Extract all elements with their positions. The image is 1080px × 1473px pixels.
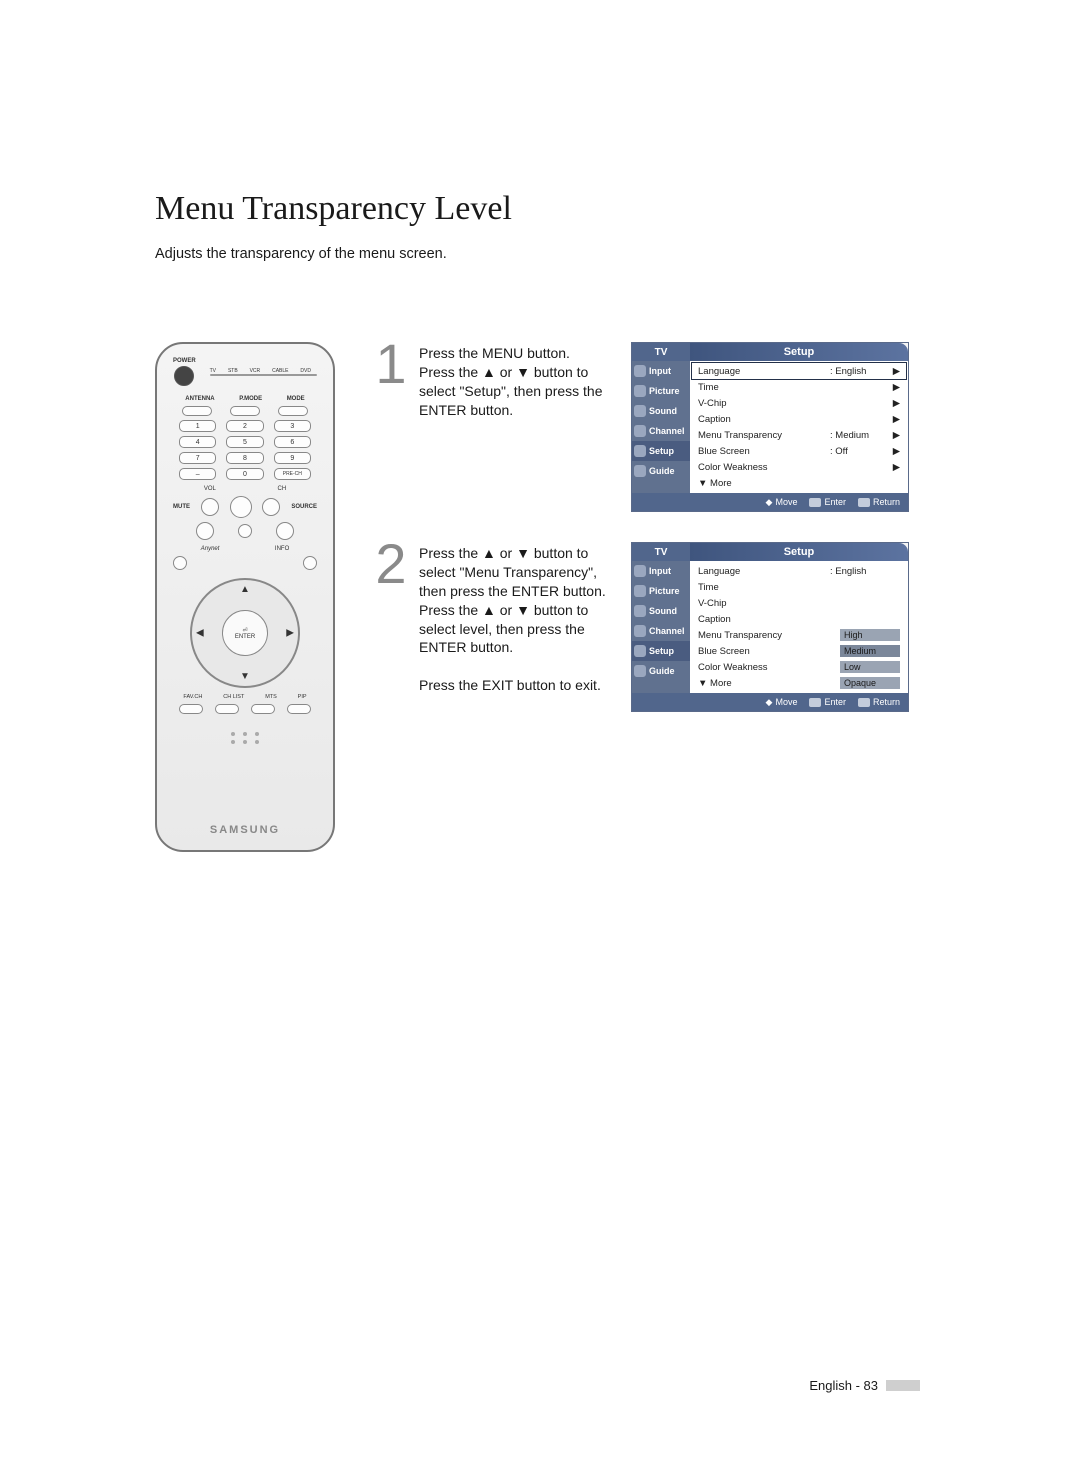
step-1-text: Press the MENU button. Press the ▲ or ▼ …: [419, 342, 619, 420]
remote-power-button: [174, 366, 194, 386]
osd-row: Blue Screen: Off▶: [692, 443, 906, 459]
osd-row: Time: [692, 579, 906, 595]
remote-power-label: POWER: [173, 358, 196, 364]
page-number: English - 83: [809, 1378, 920, 1393]
step-1-number: 1: [375, 342, 407, 386]
osd-row: Time▶: [692, 379, 906, 395]
osd-row: Blue ScreenMedium: [692, 643, 906, 659]
osd-row: Language: English: [692, 563, 906, 579]
osd-row: Language: English▶: [692, 363, 906, 379]
osd-row: Menu Transparency: Medium▶: [692, 427, 906, 443]
step-2-text: Press the ▲ or ▼ button to select "Menu …: [419, 542, 619, 695]
osd-row: Menu TransparencyHigh: [692, 627, 906, 643]
osd-row: Caption: [692, 611, 906, 627]
osd-row: V-Chip▶: [692, 395, 906, 411]
remote-diagram: POWER TV STB VCR CABLE DVD: [155, 342, 345, 852]
osd-row: Color Weakness▶: [692, 459, 906, 475]
osd-row: V-Chip: [692, 595, 906, 611]
remote-mode-bar: [210, 374, 317, 376]
page-title: Menu Transparency Level: [155, 190, 925, 228]
osd-row: Caption▶: [692, 411, 906, 427]
osd-setup-2: TV Setup Input Picture Sound Channel Set…: [631, 542, 909, 712]
osd-setup-1: TV Setup Input Picture Sound Channel Set…: [631, 342, 909, 512]
remote-numpad: 123 456 789 –0PRE-CH: [179, 420, 311, 480]
page-subtitle: Adjusts the transparency of the menu scr…: [155, 246, 925, 262]
remote-brand: SAMSUNG: [157, 824, 333, 836]
step-2-number: 2: [375, 542, 407, 586]
osd-row: Color WeaknessLow: [692, 659, 906, 675]
remote-dpad: ▲▼◀▶ ⏎ENTER: [190, 578, 300, 688]
